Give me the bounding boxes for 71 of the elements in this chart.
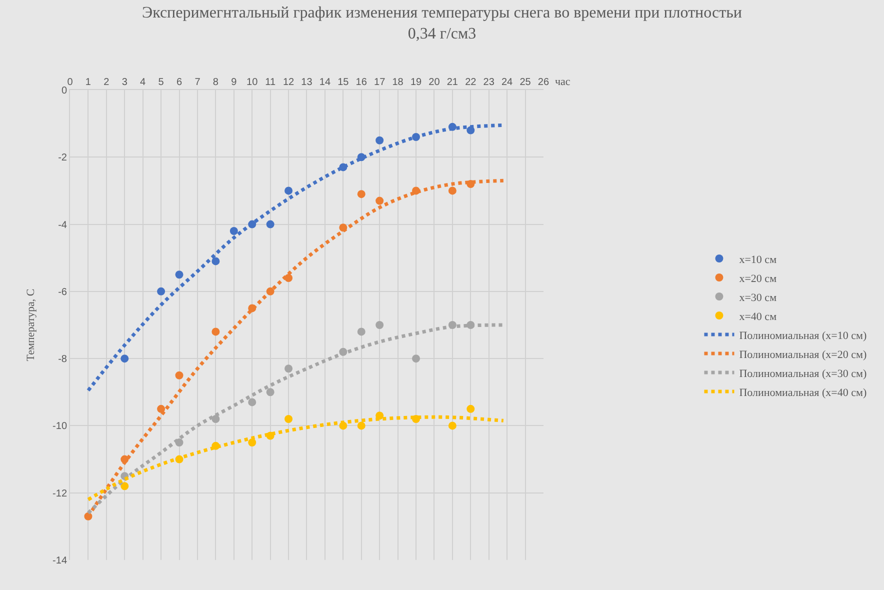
point	[412, 354, 420, 363]
point	[230, 227, 238, 235]
point	[284, 364, 293, 373]
x-tick-label: 25	[520, 77, 532, 88]
point	[357, 190, 366, 198]
point	[448, 186, 456, 195]
point	[248, 438, 256, 446]
y-tick-label: -14	[52, 556, 68, 566]
x-tick-label: 15	[338, 77, 350, 88]
point	[376, 136, 384, 144]
legend-label: Полиномиальная (x=20 см)	[739, 348, 867, 361]
x-tick-label: 11	[265, 77, 276, 88]
x-tick-label: 7	[194, 77, 201, 88]
point	[120, 354, 129, 363]
x-tick-label: 4	[140, 77, 146, 88]
x-tick-label: 24	[501, 77, 514, 88]
x-tick-label: 22	[465, 77, 477, 88]
point	[448, 422, 456, 430]
legend-label: Полиномиальная (x=30 см)	[739, 368, 867, 380]
legend-label: x=40 см	[739, 310, 777, 323]
point	[376, 321, 384, 329]
x-tick-label: 10	[246, 77, 258, 88]
x-tick-label: 26	[538, 77, 550, 88]
x-tick-label: 2	[104, 77, 110, 88]
x-tick-label: 14	[319, 77, 331, 88]
y-tick-label: -6	[58, 286, 68, 298]
point	[284, 186, 293, 195]
x-tick-label: 12	[282, 77, 295, 88]
chart-title: Эксперимегнтальный график изменения температуры снега во времени при плотностьи 0,34 г/см3	[142, 4, 742, 42]
x-tick-label: 13	[301, 77, 313, 88]
legend-label: x=20 см	[739, 272, 777, 285]
point	[266, 388, 274, 396]
point	[212, 257, 220, 266]
legend-label: Полиномиальная (x=10 см)	[739, 330, 867, 342]
x-tick-label: 8	[212, 77, 219, 88]
point	[376, 196, 384, 205]
legend-label: x=30 см	[739, 292, 777, 304]
point	[175, 270, 184, 279]
point	[284, 415, 293, 423]
x-tick-label: 9	[231, 77, 238, 88]
x-tick-label: 1	[85, 77, 92, 88]
point	[120, 482, 129, 490]
x-tick-label: 6	[176, 77, 182, 88]
x-tick-label: 3	[122, 77, 128, 88]
point	[357, 422, 366, 430]
x-tick-label: 19	[410, 77, 422, 88]
y-tick-label: -8	[58, 354, 68, 366]
x-tick-label: 23	[483, 77, 495, 88]
x-tick-label: 20	[428, 77, 440, 88]
y-tick-label: -2	[58, 152, 68, 164]
point	[212, 328, 220, 336]
x-tick-label: 18	[392, 77, 404, 88]
point	[266, 220, 274, 228]
x-axis-title: час	[555, 76, 570, 88]
x-tick-label: 5	[158, 77, 164, 88]
point	[466, 404, 475, 413]
x-tick-label: 16	[356, 77, 368, 88]
x-tick-label: 21	[446, 77, 458, 88]
legend-label: Полиномиальная (x=40 см)	[739, 386, 867, 399]
point	[357, 328, 366, 336]
x-tick-label: 17	[374, 77, 386, 88]
y-tick-label: -4	[58, 220, 68, 231]
legend-label: x=10 см	[739, 254, 777, 266]
point	[157, 404, 166, 413]
y-axis-title: Температура, С	[25, 288, 38, 362]
point	[157, 287, 166, 296]
point	[175, 371, 184, 380]
y-tick-label: 0	[61, 86, 68, 96]
y-tick-label: -12	[52, 488, 68, 500]
y-tick-label: -10	[52, 421, 68, 432]
point	[248, 398, 256, 406]
